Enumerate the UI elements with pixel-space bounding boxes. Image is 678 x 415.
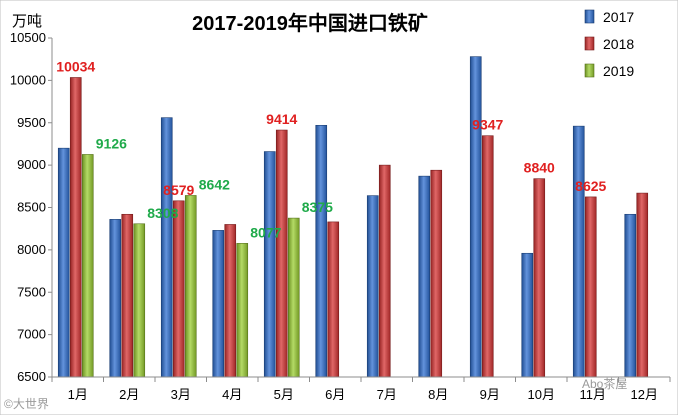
- data-label-2019-2: 8308: [147, 205, 178, 221]
- y-tick-label: 6500: [17, 369, 46, 384]
- x-tick-label: 10月: [528, 387, 555, 402]
- bar-2018-7: [378, 164, 391, 378]
- bar-2018-8: [430, 169, 443, 378]
- legend-swatch-2019: [584, 63, 595, 78]
- bar-2018-12: [636, 192, 649, 378]
- bar-2019-2: [133, 223, 146, 378]
- bar-2018-1: [69, 77, 82, 378]
- x-tick-label: 7月: [377, 387, 397, 402]
- legend-label-2019: 2019: [603, 63, 634, 79]
- bar-2019-3: [184, 195, 197, 378]
- bar-2017-8: [418, 175, 431, 378]
- y-tick-label: 8500: [17, 200, 46, 215]
- bar-2017-7: [366, 195, 379, 378]
- data-label-2019-1: 9126: [96, 135, 127, 151]
- data-label-2018-11: 8625: [575, 178, 606, 194]
- x-tick-label: 3月: [171, 387, 191, 402]
- bar-2018-3: [172, 200, 185, 378]
- y-tick-label: 8000: [17, 242, 46, 257]
- legend-label-2018: 2018: [603, 36, 634, 52]
- bar-2018-5: [275, 129, 288, 378]
- x-axis: 1月 2月 3月 4月 5月 6月 7月 8月 9月 10月 11月 12月: [51, 376, 671, 402]
- legend-label-2017: 2017: [603, 9, 634, 25]
- legend-swatch-2018: [584, 36, 595, 51]
- watermark-left: ©大世界: [4, 397, 49, 411]
- legend: 2017 2018 2019: [584, 9, 634, 79]
- y-tick-label: 7000: [17, 327, 46, 342]
- bar-2019-5: [287, 217, 300, 378]
- bar-2018-4: [224, 224, 237, 378]
- data-label-2018-10: 8840: [524, 160, 555, 176]
- y-axis-unit-label: 万吨: [12, 12, 42, 30]
- bar-2017-4: [212, 230, 225, 378]
- watermark-right: Abo茶屋: [582, 376, 627, 391]
- x-tick-label: 1月: [68, 387, 88, 402]
- y-tick-label: 9500: [17, 115, 46, 130]
- y-axis-ticks: 6500 7000 7500 8000 8500 9000 9500 10000 10500: [10, 30, 53, 384]
- legend-swatch-2017: [584, 9, 595, 24]
- y-tick-label: 9000: [17, 157, 46, 172]
- bar-2017-1: [57, 147, 70, 378]
- bar-2017-5: [263, 151, 276, 378]
- bar-2018-2: [121, 213, 134, 378]
- bar-2017-3: [160, 117, 173, 378]
- x-tick-label: 9月: [480, 387, 500, 402]
- data-label-2018-3: 8579: [163, 182, 194, 198]
- bar-2019-1: [81, 154, 94, 378]
- x-tick-label: 12月: [631, 387, 658, 402]
- x-tick-label: 11月: [580, 387, 607, 402]
- data-label-2018-1: 10034: [56, 58, 95, 74]
- data-label-2019-5: 8375: [302, 199, 333, 215]
- bar-2017-9: [469, 56, 482, 378]
- bar-2017-12: [624, 213, 637, 378]
- y-tick-label: 7500: [17, 284, 46, 299]
- bar-2018-11: [584, 196, 597, 378]
- bar-2018-9: [481, 135, 494, 378]
- data-label-2018-5: 9414: [266, 111, 297, 127]
- bar-2017-2: [109, 219, 122, 378]
- bar-2018-10: [533, 178, 546, 378]
- y-tick-label: 10500: [10, 30, 46, 45]
- y-tick-label: 10000: [10, 72, 46, 87]
- data-label-2019-4: 8077: [250, 224, 281, 240]
- bar-2017-6: [315, 124, 328, 378]
- x-tick-label: 4月: [222, 387, 242, 402]
- x-tick-label: 2月: [119, 387, 139, 402]
- bar-2018-6: [327, 221, 340, 378]
- x-tick-label: 8月: [428, 387, 448, 402]
- x-tick-label: 5月: [274, 387, 294, 402]
- chart-title: 2017-2019年中国进口铁矿: [192, 11, 428, 35]
- bar-2017-11: [572, 125, 585, 378]
- bar-2017-10: [521, 252, 534, 378]
- data-label-2018-9: 9347: [472, 117, 503, 133]
- x-tick-label: 6月: [325, 387, 345, 402]
- data-labels-group: 10034 9126 8308 8579 8642 8077 9414 8375 9347 884…: [56, 58, 606, 240]
- data-label-2019-3: 8642: [199, 176, 230, 192]
- bar-2019-4: [236, 243, 249, 378]
